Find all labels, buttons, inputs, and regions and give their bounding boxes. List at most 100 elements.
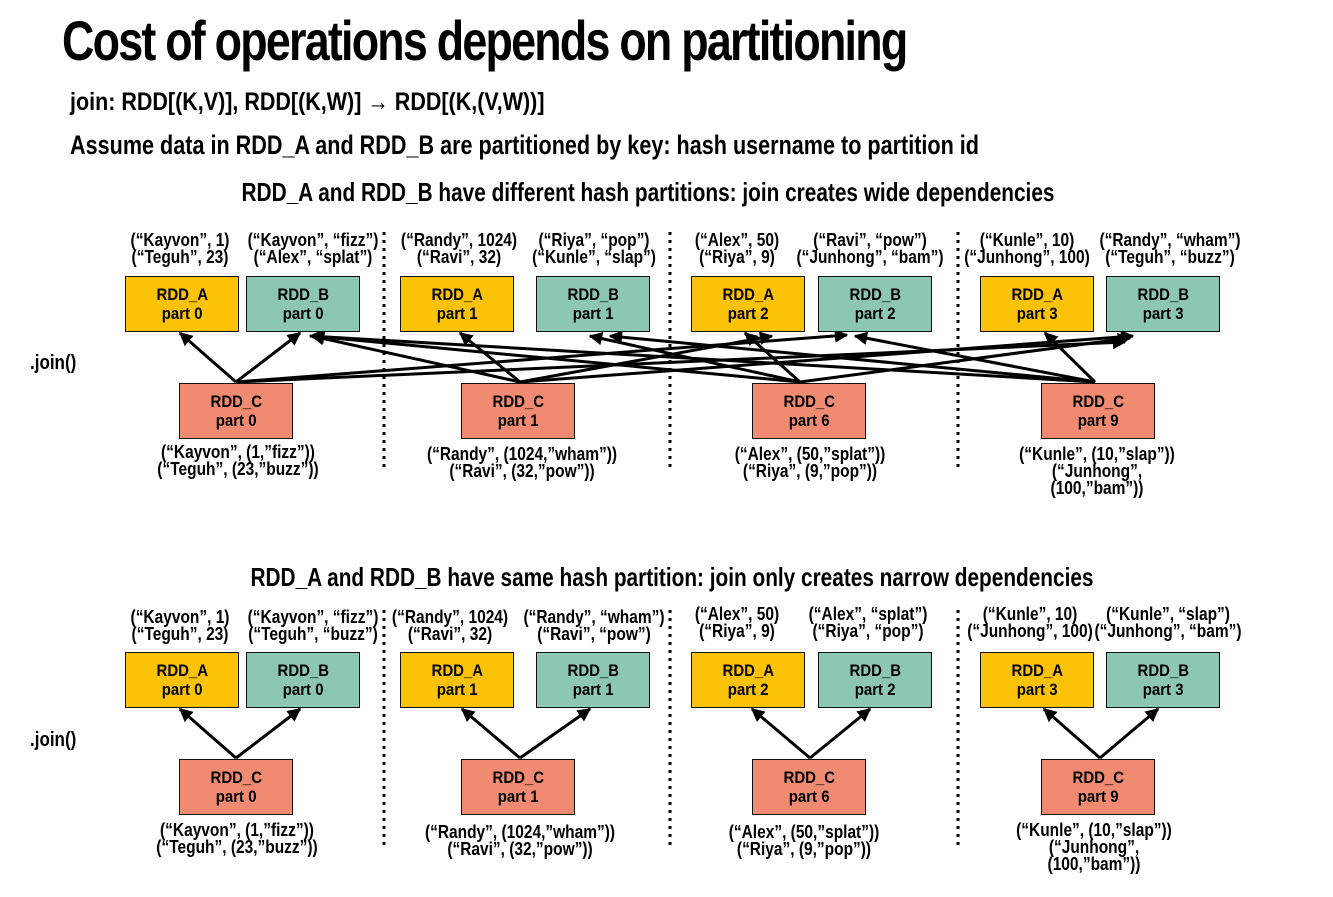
rdd-a-box: RDD_A part 3 bbox=[980, 276, 1094, 332]
rdd-c-data: (“Kunle”, (10,”slap”)) (“Junhong”, (100,”b… bbox=[1019, 444, 1175, 498]
rdd-b-part: part 2 bbox=[854, 680, 896, 699]
rdd-a-name: RDD_A bbox=[156, 661, 208, 680]
rdd-b-data: (“Randy”, “wham”) (“Teguh”, “buzz”) bbox=[1099, 230, 1241, 267]
rdd-c-box: RDD_C part 1 bbox=[461, 383, 575, 439]
rdd-b-box: RDD_B part 0 bbox=[246, 276, 360, 332]
rdd-b-part: part 2 bbox=[854, 304, 896, 323]
rdd-c-data: (“Alex”, (50,”splat”)) (“Riya”, (9,”pop”)… bbox=[728, 822, 880, 859]
rdd-a-box: RDD_A part 1 bbox=[400, 276, 514, 332]
rdd-b-name: RDD_B bbox=[567, 661, 619, 680]
rdd-a-data: (“Kayvon”, 1) (“Teguh”, 23) bbox=[130, 607, 230, 644]
rdd-c-name: RDD_C bbox=[783, 768, 835, 787]
rdd-b-name: RDD_B bbox=[1137, 285, 1189, 304]
rdd-c-part: part 1 bbox=[497, 411, 539, 430]
rdd-b-box: RDD_B part 3 bbox=[1106, 652, 1220, 708]
rdd-a-name: RDD_A bbox=[722, 285, 774, 304]
rdd-b-data: (“Randy”, “wham”) (“Ravi”, “pow”) bbox=[523, 607, 665, 644]
rdd-c-box: RDD_C part 0 bbox=[179, 383, 293, 439]
rdd-c-part: part 6 bbox=[788, 787, 830, 806]
rdd-a-name: RDD_A bbox=[1011, 285, 1063, 304]
rdd-c-data: (“Randy”, (1024,”wham”)) (“Ravi”, (32,”po… bbox=[424, 822, 616, 859]
rdd-c-part: part 1 bbox=[497, 787, 539, 806]
rdd-a-data: (“Randy”, 1024) (“Ravi”, 32) bbox=[391, 607, 509, 644]
rdd-c-data: (“Randy”, (1024,”wham”)) (“Ravi”, (32,”po… bbox=[426, 444, 618, 481]
rdd-b-data: (“Riya”, “pop”) (“Kunle”, “slap”) bbox=[532, 230, 656, 267]
dependency-arrow bbox=[750, 707, 811, 760]
rdd-c-name: RDD_C bbox=[210, 392, 262, 411]
rdd-a-part: part 2 bbox=[727, 680, 769, 699]
rdd-a-part: part 1 bbox=[436, 304, 478, 323]
dependency-arrow bbox=[1042, 707, 1101, 760]
rdd-b-data: (“Alex”, “splat”) (“Riya”, “pop”) bbox=[808, 604, 928, 641]
rdd-a-box: RDD_A part 1 bbox=[400, 652, 514, 708]
rdd-c-name: RDD_C bbox=[1072, 768, 1124, 787]
rdd-c-box: RDD_C part 9 bbox=[1041, 759, 1155, 815]
rdd-b-part: part 1 bbox=[572, 304, 614, 323]
narrow-deps-heading: RDD_A and RDD_B have same hash partition… bbox=[250, 562, 1094, 592]
rdd-b-part: part 3 bbox=[1142, 304, 1184, 323]
join-signature: join: RDD[(K,V)], RDD[(K,W)] → RDD[(K,(V… bbox=[70, 88, 545, 116]
rdd-a-box: RDD_A part 3 bbox=[980, 652, 1094, 708]
dependency-arrow bbox=[178, 707, 237, 760]
rdd-c-data: (“Kunle”, (10,”slap”)) (“Junhong”, (100,”b… bbox=[1016, 820, 1172, 874]
rdd-a-data: (“Kunle”, 10) (“Junhong”, 100) bbox=[964, 230, 1090, 267]
rdd-c-data: (“Kayvon”, (1,”fizz”)) (“Teguh”, (23,”buz… bbox=[156, 820, 318, 857]
rdd-c-part: part 0 bbox=[215, 411, 257, 430]
wide-deps-heading: RDD_A and RDD_B have different hash part… bbox=[241, 177, 1055, 207]
dependency-arrow bbox=[310, 332, 521, 384]
rdd-c-data: (“Alex”, (50,”splat”)) (“Riya”, (9,”pop”)… bbox=[734, 444, 886, 481]
rdd-b-name: RDD_B bbox=[849, 661, 901, 680]
rdd-a-part: part 3 bbox=[1016, 680, 1058, 699]
rdd-b-data: (“Kayvon”, “fizz”) (“Teguh”, “buzz”) bbox=[247, 607, 379, 644]
dependency-arrow bbox=[809, 707, 872, 760]
rdd-b-data: (“Kayvon”, “fizz”) (“Alex”, “splat”) bbox=[247, 230, 379, 267]
page-title: Cost of operations depends on partitioni… bbox=[62, 9, 908, 72]
rdd-c-box: RDD_C part 6 bbox=[752, 383, 866, 439]
dependency-arrow bbox=[743, 331, 801, 384]
rdd-b-box: RDD_B part 2 bbox=[818, 652, 932, 708]
rdd-a-box: RDD_A part 2 bbox=[691, 652, 805, 708]
assumption-text: Assume data in RDD_A and RDD_B are parti… bbox=[70, 130, 979, 160]
rdd-b-data: (“Ravi”, “pow”) (“Junhong”, “bam”) bbox=[796, 230, 944, 267]
rdd-a-name: RDD_A bbox=[722, 661, 774, 680]
rdd-b-part: part 0 bbox=[282, 304, 324, 323]
dependency-arrow bbox=[1043, 331, 1097, 384]
rdd-a-part: part 1 bbox=[436, 680, 478, 699]
rdd-c-data: (“Kayvon”, (1,”fizz”)) (“Teguh”, (23,”buz… bbox=[157, 442, 319, 479]
dependency-arrow bbox=[519, 330, 1135, 384]
rdd-c-box: RDD_C part 9 bbox=[1041, 383, 1155, 439]
rdd-c-box: RDD_C part 6 bbox=[752, 759, 866, 815]
rdd-c-name: RDD_C bbox=[492, 768, 544, 787]
rdd-b-name: RDD_B bbox=[1137, 661, 1189, 680]
rdd-c-part: part 6 bbox=[788, 411, 830, 430]
dependency-arrow bbox=[310, 330, 801, 384]
rdd-c-name: RDD_C bbox=[210, 768, 262, 787]
dependency-arrow bbox=[799, 332, 1132, 384]
rdd-b-part: part 3 bbox=[1142, 680, 1184, 699]
rdd-c-box: RDD_C part 1 bbox=[461, 759, 575, 815]
rdd-b-part: part 1 bbox=[572, 680, 614, 699]
rdd-b-name: RDD_B bbox=[849, 285, 901, 304]
rdd-b-box: RDD_B part 1 bbox=[536, 276, 650, 332]
rdd-c-name: RDD_C bbox=[1072, 392, 1124, 411]
rdd-c-part: part 9 bbox=[1077, 411, 1119, 430]
dependency-arrow bbox=[1099, 707, 1160, 760]
dependency-arrow bbox=[519, 707, 592, 760]
dependency-arrow bbox=[519, 331, 774, 384]
rdd-a-part: part 2 bbox=[727, 304, 769, 323]
rdd-a-data: (“Randy”, 1024) (“Ravi”, 32) bbox=[400, 230, 518, 267]
rdd-c-box: RDD_C part 0 bbox=[179, 759, 293, 815]
rdd-b-data: (“Kunle”, “slap”) (“Junhong”, “bam”) bbox=[1094, 604, 1242, 641]
dependency-arrow bbox=[460, 707, 521, 760]
rdd-a-box: RDD_A part 0 bbox=[125, 652, 239, 708]
rdd-b-name: RDD_B bbox=[567, 285, 619, 304]
rdd-a-data: (“Kunle”, 10) (“Junhong”, 100) bbox=[967, 604, 1093, 641]
rdd-a-data: (“Alex”, 50) (“Riya”, 9) bbox=[694, 230, 780, 267]
rdd-b-box: RDD_B part 2 bbox=[818, 276, 932, 332]
dependency-arrow bbox=[235, 707, 302, 760]
join-label: .join() bbox=[30, 729, 77, 751]
rdd-a-name: RDD_A bbox=[431, 661, 483, 680]
rdd-c-part: part 0 bbox=[215, 787, 257, 806]
dependency-arrow bbox=[235, 331, 302, 384]
